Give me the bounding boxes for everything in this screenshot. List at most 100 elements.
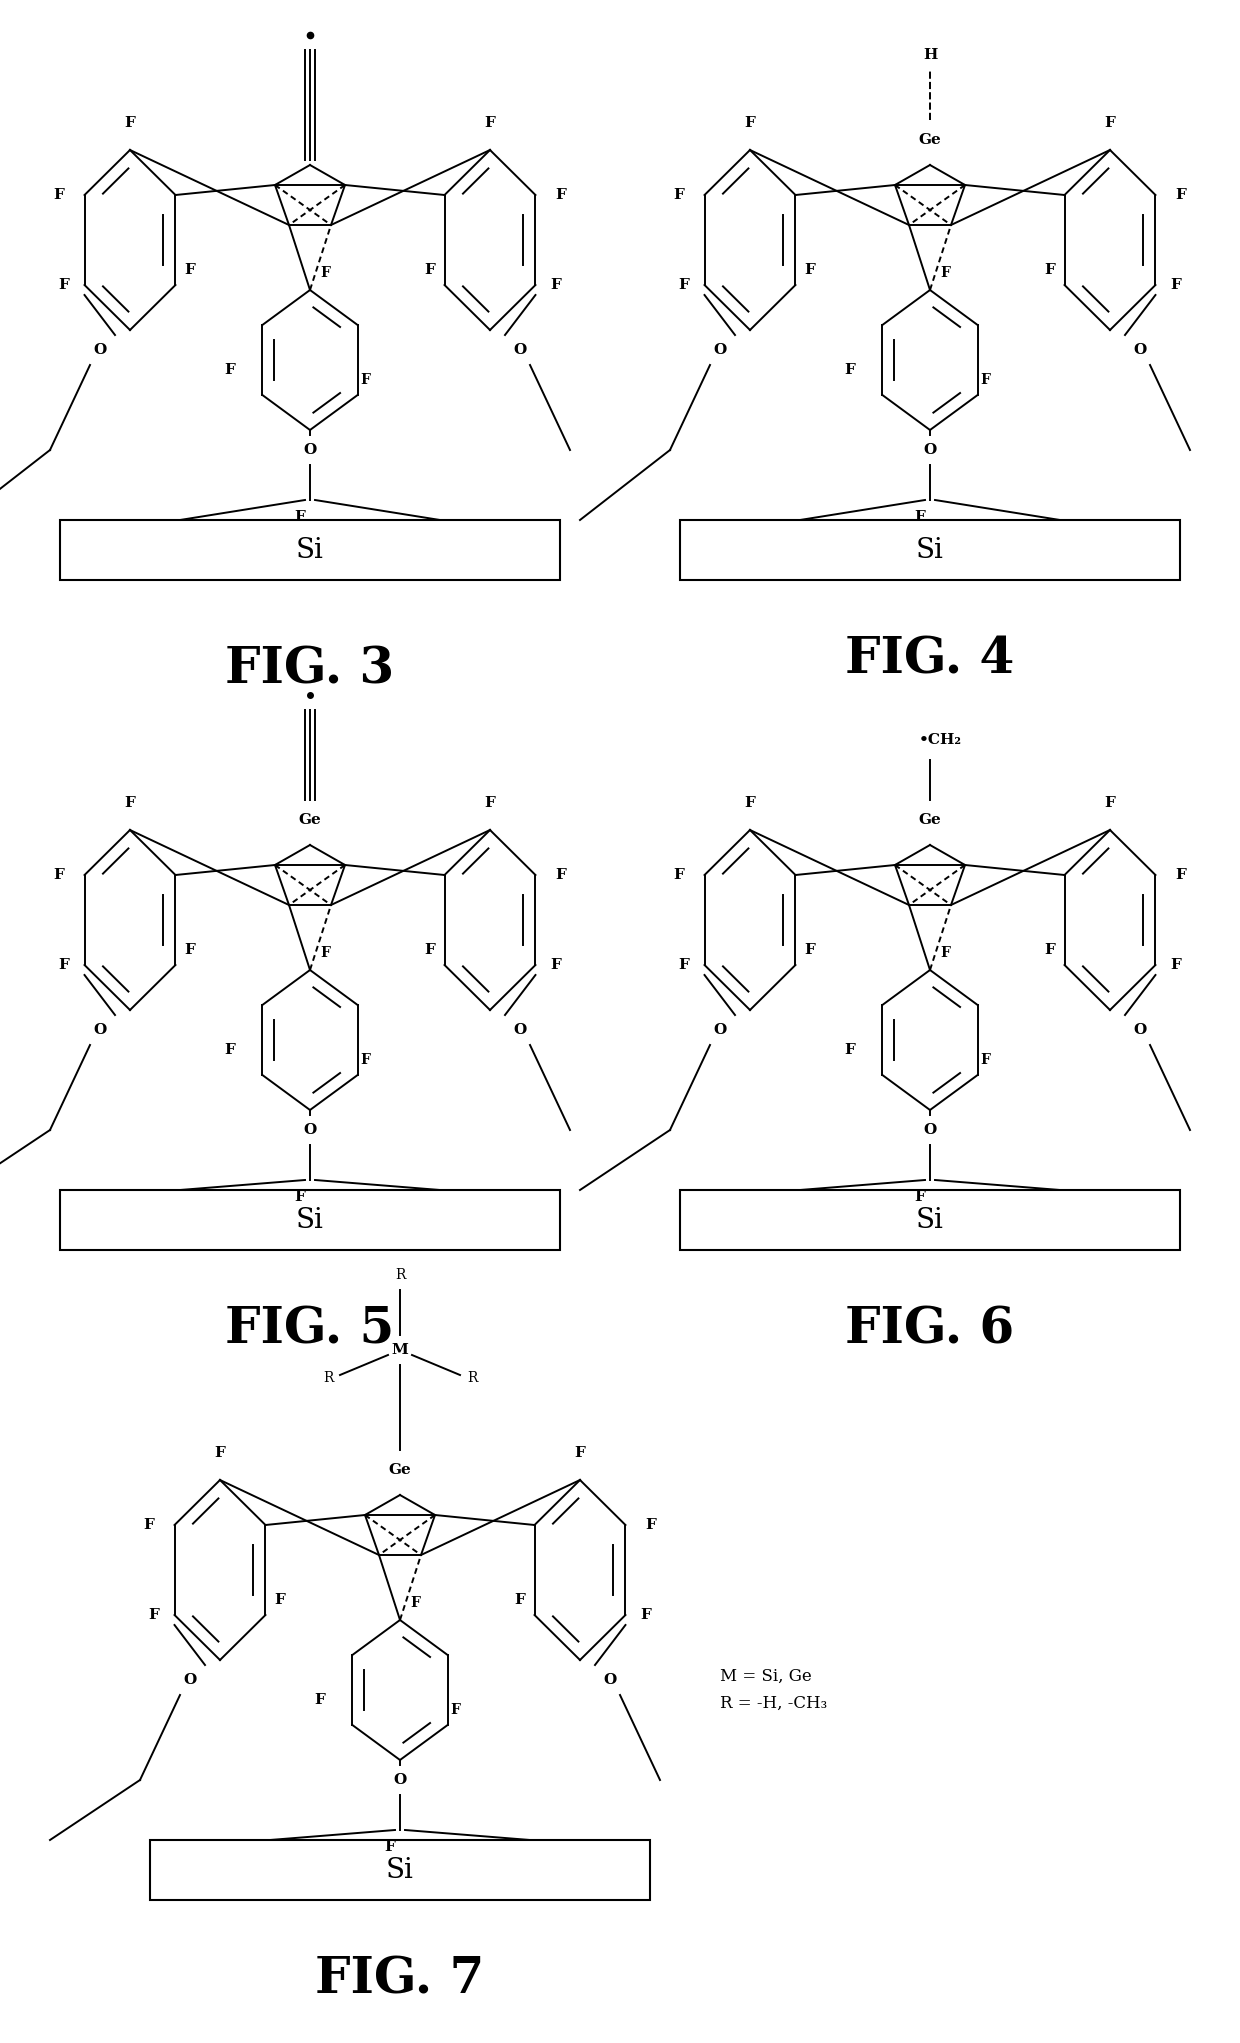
Text: F: F: [844, 364, 856, 378]
Text: F: F: [673, 188, 684, 202]
Bar: [680, 1189, 1180, 1250]
Text: O: O: [513, 343, 527, 358]
Text: F: F: [320, 946, 330, 960]
Text: Ge: Ge: [388, 1463, 412, 1477]
Text: M: M: [392, 1342, 408, 1357]
Text: F: F: [185, 944, 196, 956]
Text: Ge: Ge: [919, 813, 941, 827]
Text: F: F: [915, 1189, 925, 1203]
Text: F: F: [551, 958, 562, 972]
Text: H: H: [923, 47, 937, 61]
Text: O: O: [304, 1124, 316, 1138]
Text: O: O: [93, 1024, 107, 1038]
Text: F: F: [805, 944, 816, 956]
Text: Ge: Ge: [919, 133, 941, 147]
Text: Si: Si: [296, 537, 324, 564]
Text: F: F: [744, 797, 755, 809]
Text: O: O: [184, 1673, 197, 1688]
Text: O: O: [713, 1024, 727, 1038]
Text: F: F: [673, 868, 684, 883]
Text: F: F: [224, 364, 236, 378]
Text: Si: Si: [916, 1207, 944, 1234]
Text: O: O: [1133, 343, 1147, 358]
Text: F: F: [450, 1704, 460, 1716]
Bar: [150, 1841, 650, 1900]
Text: FIG. 4: FIG. 4: [846, 635, 1014, 684]
Text: F: F: [144, 1518, 155, 1532]
Text: Si: Si: [916, 537, 944, 564]
Text: F: F: [556, 188, 567, 202]
Bar: [60, 1189, 560, 1250]
Text: R: R: [394, 1269, 405, 1283]
Text: F: F: [124, 116, 135, 131]
Text: F: F: [224, 1044, 236, 1056]
Text: F: F: [556, 868, 567, 883]
Text: F: F: [678, 278, 689, 292]
Text: •CH₂: •CH₂: [919, 733, 961, 748]
Text: F: F: [185, 264, 196, 278]
Bar: [60, 521, 560, 580]
Text: F: F: [320, 266, 330, 280]
Text: F: F: [485, 797, 496, 809]
Text: Si: Si: [386, 1857, 414, 1884]
Text: F: F: [1044, 264, 1055, 278]
Text: F: F: [1044, 944, 1055, 956]
Text: F: F: [678, 958, 689, 972]
Text: O: O: [924, 443, 936, 458]
Text: F: F: [744, 116, 755, 131]
Text: F: F: [1105, 116, 1116, 131]
Text: F: F: [940, 266, 950, 280]
Text: F: F: [424, 264, 435, 278]
Text: O: O: [1133, 1024, 1147, 1038]
Text: F: F: [274, 1594, 285, 1608]
Text: F: F: [295, 1189, 305, 1203]
Text: O: O: [513, 1024, 527, 1038]
Text: F: F: [1171, 278, 1182, 292]
Text: F: F: [53, 188, 64, 202]
Text: O: O: [604, 1673, 616, 1688]
Text: FIG. 5: FIG. 5: [226, 1305, 394, 1355]
Text: R: R: [466, 1371, 477, 1385]
Text: F: F: [574, 1446, 585, 1461]
Text: F: F: [360, 1052, 370, 1066]
Text: F: F: [410, 1596, 420, 1610]
Text: F: F: [485, 116, 496, 131]
Text: F: F: [215, 1446, 226, 1461]
Text: F: F: [551, 278, 562, 292]
Text: F: F: [805, 264, 816, 278]
Text: FIG. 3: FIG. 3: [226, 646, 394, 695]
Text: FIG. 7: FIG. 7: [315, 1955, 485, 2004]
Text: Ge: Ge: [299, 813, 321, 827]
Text: Si: Si: [296, 1207, 324, 1234]
Text: F: F: [314, 1694, 325, 1708]
Bar: [680, 521, 1180, 580]
Text: FIG. 6: FIG. 6: [846, 1305, 1014, 1355]
Text: F: F: [53, 868, 64, 883]
Text: F: F: [360, 374, 370, 386]
Text: F: F: [384, 1841, 396, 1853]
Text: F: F: [149, 1608, 160, 1622]
Text: F: F: [58, 958, 69, 972]
Text: F: F: [980, 1052, 990, 1066]
Text: F: F: [1171, 958, 1182, 972]
Text: O: O: [93, 343, 107, 358]
Text: F: F: [915, 511, 925, 523]
Text: O: O: [713, 343, 727, 358]
Text: R: R: [322, 1371, 334, 1385]
Text: F: F: [1105, 797, 1116, 809]
Text: F: F: [424, 944, 435, 956]
Text: F: F: [58, 278, 69, 292]
Text: O: O: [393, 1773, 407, 1788]
Text: F: F: [980, 374, 990, 386]
Text: F: F: [646, 1518, 656, 1532]
Text: F: F: [295, 511, 305, 523]
Text: F: F: [124, 797, 135, 809]
Text: F: F: [940, 946, 950, 960]
Text: F: F: [641, 1608, 651, 1622]
Text: M = Si, Ge
R = -H, -CH₃: M = Si, Ge R = -H, -CH₃: [720, 1667, 827, 1712]
Text: F: F: [1176, 868, 1187, 883]
Text: F: F: [1176, 188, 1187, 202]
Text: O: O: [924, 1124, 936, 1138]
Text: O: O: [304, 443, 316, 458]
Text: F: F: [844, 1044, 856, 1056]
